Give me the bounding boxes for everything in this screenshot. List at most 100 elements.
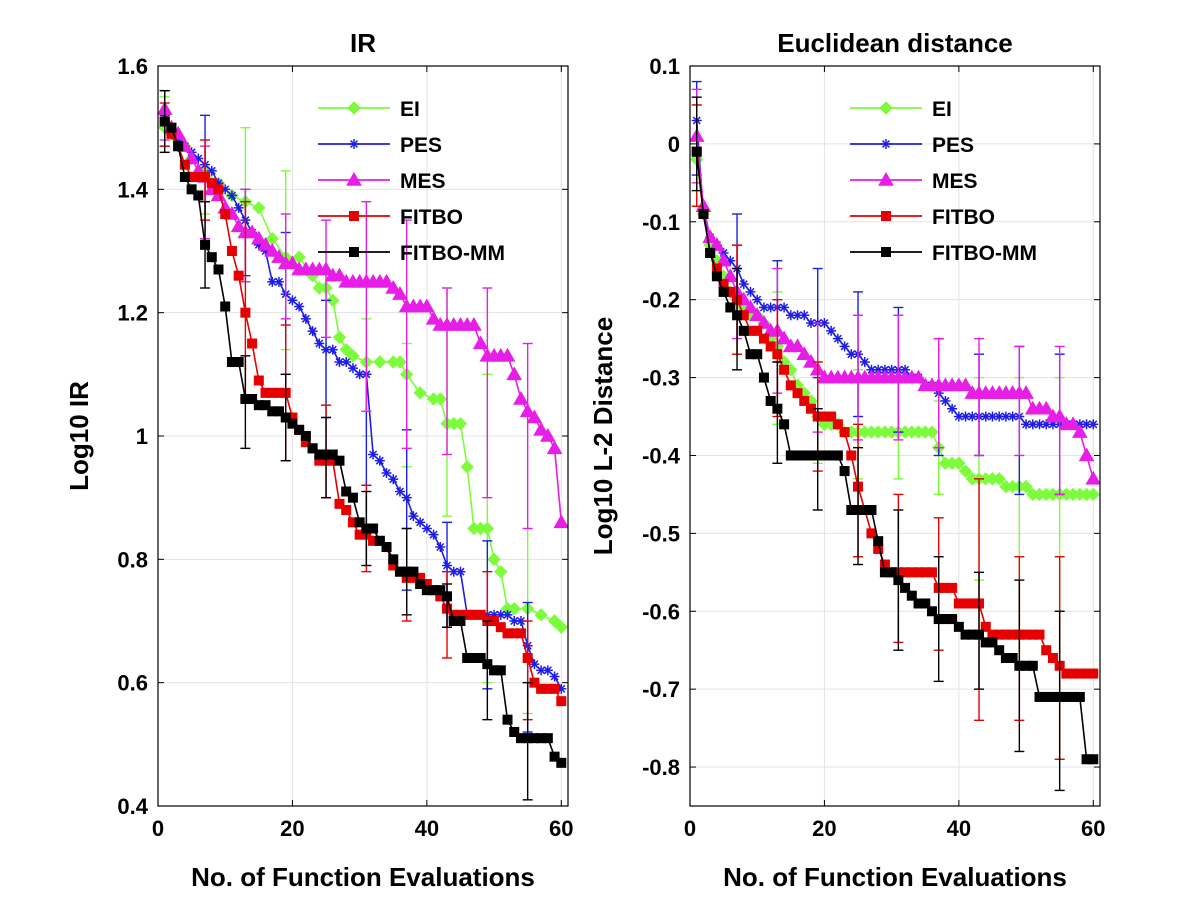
data-point	[408, 566, 419, 577]
data-point	[482, 659, 493, 670]
data-point	[1047, 653, 1058, 663]
data-point	[549, 671, 560, 682]
data-point	[502, 714, 513, 725]
data-point	[1065, 416, 1081, 431]
data-point	[542, 733, 553, 744]
data-point	[200, 239, 211, 250]
data-point	[327, 344, 338, 355]
data-point	[334, 455, 345, 466]
error-bar	[361, 200, 372, 413]
data-point	[556, 757, 567, 768]
data-point	[206, 178, 217, 189]
data-point	[992, 472, 1006, 486]
data-point	[745, 286, 756, 297]
data-point	[193, 190, 204, 201]
data-point	[252, 201, 266, 215]
data-point	[526, 409, 543, 424]
data-point	[776, 330, 792, 345]
data-point	[421, 523, 432, 534]
data-point	[910, 369, 927, 384]
data-point	[1027, 419, 1038, 430]
data-point	[233, 357, 244, 367]
data-point	[294, 424, 305, 435]
data-point	[513, 390, 529, 405]
data-point	[799, 395, 810, 406]
data-point	[341, 357, 352, 367]
data-point	[1027, 660, 1038, 671]
data-point	[494, 564, 508, 579]
legend-item-fitbo: FITBO	[850, 206, 995, 229]
data-point	[455, 566, 466, 577]
data-point	[307, 326, 318, 337]
data-point	[785, 310, 796, 321]
data-point	[373, 355, 387, 369]
data-point	[752, 349, 763, 360]
legend-label: MES	[932, 170, 978, 193]
series-group	[690, 80, 1100, 792]
chart-title: IR	[350, 28, 376, 58]
data-point	[392, 286, 408, 300]
data-point	[1078, 447, 1095, 462]
series-mes	[158, 89, 568, 530]
legend-marker	[881, 247, 891, 257]
legend-marker	[878, 171, 894, 186]
data-point	[826, 411, 837, 422]
legend-item-ei: EI	[318, 98, 420, 121]
error-bar	[401, 219, 412, 450]
error-bar	[442, 583, 453, 628]
data-point	[925, 425, 939, 439]
data-point	[271, 249, 287, 263]
data-point	[519, 403, 536, 418]
data-point	[326, 293, 340, 308]
data-point	[472, 335, 489, 350]
data-point	[480, 521, 495, 536]
data-point	[260, 400, 271, 411]
y-tick-label: 1.2	[117, 301, 148, 326]
legend-item-pes: PES	[850, 134, 974, 157]
data-point	[1085, 470, 1100, 485]
data-point	[475, 653, 486, 663]
data-point	[453, 416, 468, 431]
data-point	[415, 579, 426, 589]
data-point	[442, 560, 453, 571]
legend-label: EI	[400, 98, 420, 121]
data-point	[796, 346, 813, 360]
data-point	[749, 307, 766, 322]
data-point	[772, 349, 783, 360]
data-point	[413, 386, 427, 400]
data-point	[709, 237, 725, 251]
data-point	[974, 629, 985, 640]
data-point	[947, 614, 958, 625]
data-point	[722, 268, 739, 283]
error-bar	[442, 287, 453, 456]
error-bar	[482, 287, 493, 499]
data-point	[839, 341, 850, 352]
legend-label: PES	[932, 134, 974, 157]
legend-item-pes: PES	[318, 134, 442, 157]
data-point	[957, 377, 974, 392]
data-point	[435, 585, 446, 596]
data-point	[250, 230, 267, 245]
data-point	[839, 466, 850, 477]
data-point	[247, 394, 258, 404]
data-point	[779, 419, 790, 430]
data-point	[378, 273, 395, 288]
y-tick-label: -0.2	[642, 288, 680, 313]
data-point	[758, 372, 769, 383]
data-point	[499, 347, 516, 362]
data-point	[994, 645, 1005, 656]
data-point	[179, 159, 190, 170]
data-point	[839, 427, 850, 438]
data-point	[547, 614, 562, 628]
data-point	[549, 751, 560, 762]
data-point	[947, 403, 958, 414]
data-point	[953, 411, 964, 422]
data-point	[1088, 668, 1099, 679]
chart-title: Euclidean distance	[777, 28, 1013, 58]
data-point	[553, 514, 568, 529]
data-point	[920, 598, 931, 609]
data-point	[926, 567, 937, 578]
data-point	[280, 412, 291, 423]
data-point	[846, 450, 857, 461]
data-point	[341, 505, 352, 515]
